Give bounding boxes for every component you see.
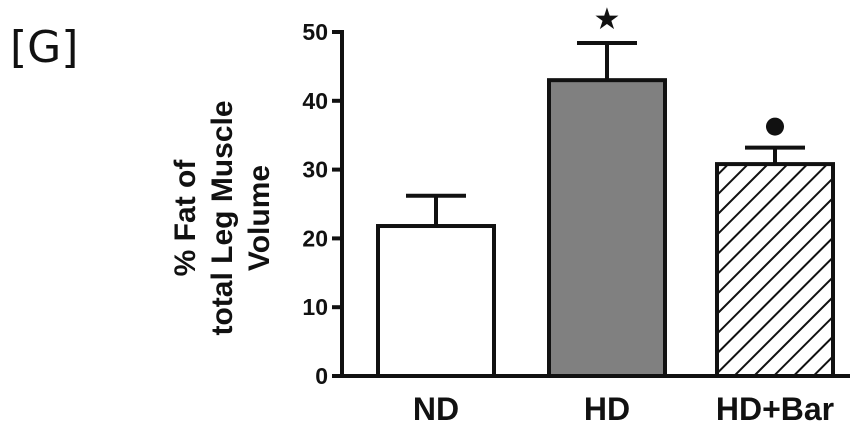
y-tick-label-50: 50	[302, 19, 328, 45]
significance-mark-1: ★	[594, 2, 621, 37]
y-axis-title-line-1: % Fat of	[169, 159, 202, 277]
panel-label: [G]	[10, 22, 78, 73]
plot-area: ND ★ HD HD+Bar 0 10 20 30 40 50	[302, 2, 850, 427]
y-tick-label-40: 40	[302, 88, 328, 114]
y-tick-label-30: 30	[302, 157, 328, 183]
bar-0	[376, 224, 496, 378]
category-label-1: HD	[584, 391, 630, 427]
y-tick-label-20: 20	[302, 225, 328, 251]
y-axis-title-line-3: Volume	[243, 165, 276, 271]
y-axis-title: % Fat of total Leg Muscle Volume	[169, 100, 276, 335]
category-label-0: ND	[413, 391, 459, 427]
y-tick-label-0: 0	[315, 363, 328, 389]
category-label-2: HD+Bar	[716, 391, 834, 427]
y-tick-label-10: 10	[302, 294, 328, 320]
y-axis-title-line-2: total Leg Muscle	[206, 100, 239, 335]
bar-1	[547, 78, 667, 378]
significance-mark-2	[766, 117, 784, 136]
bar-2	[715, 162, 835, 378]
